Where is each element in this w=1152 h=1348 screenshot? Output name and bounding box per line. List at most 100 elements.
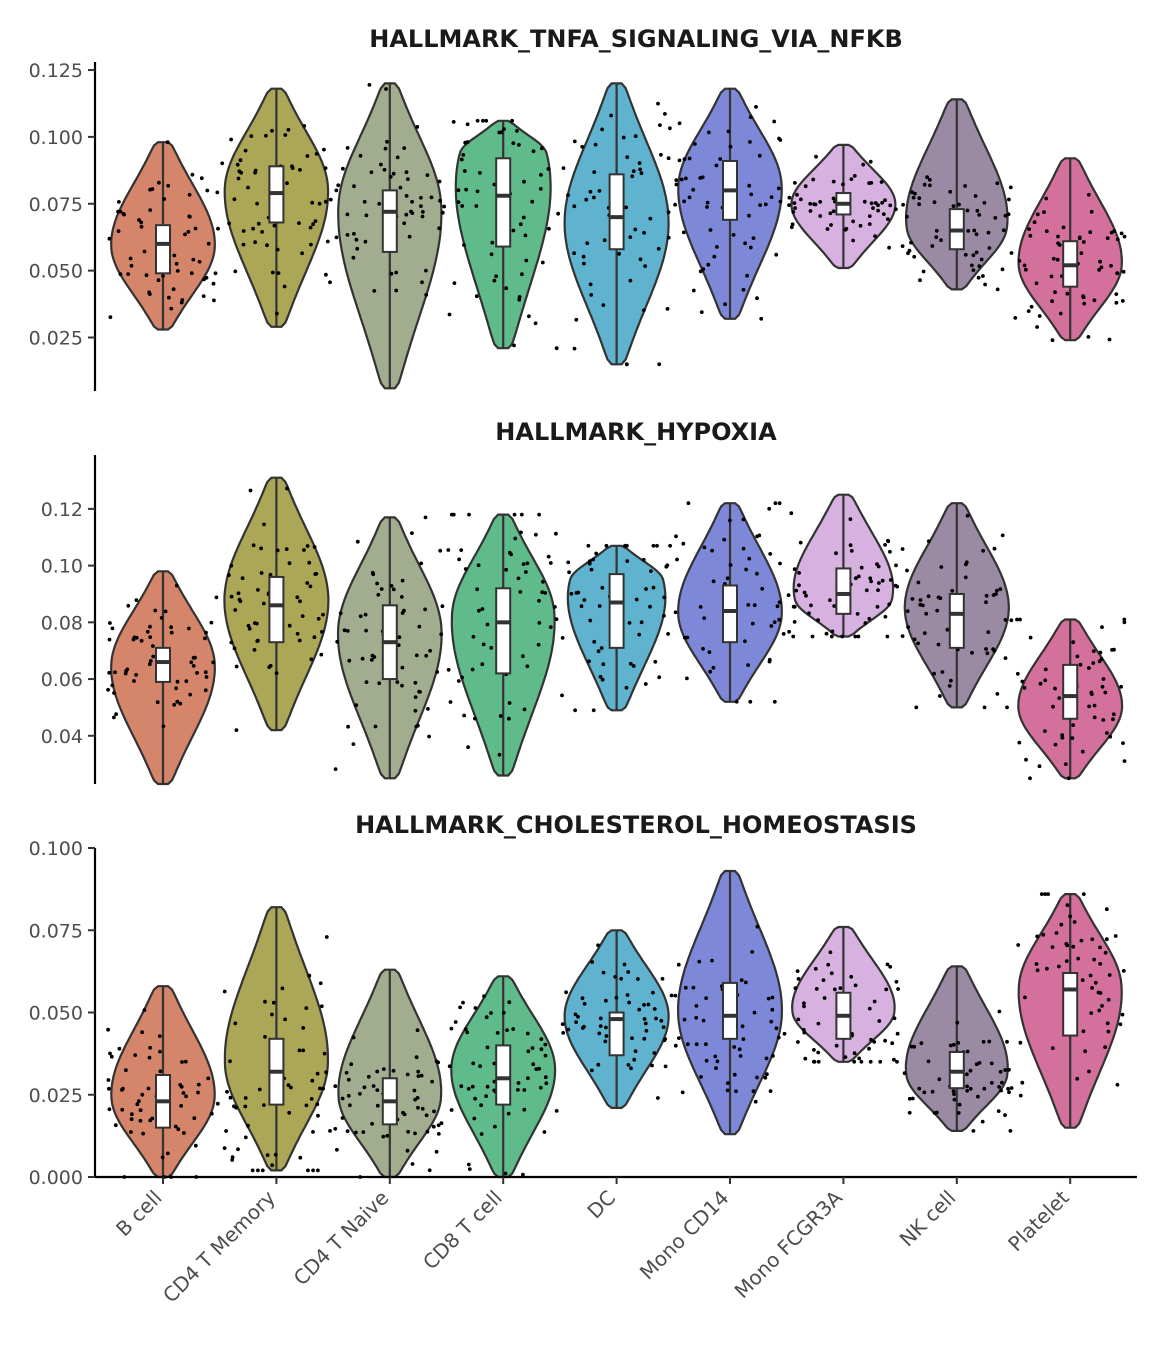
data-point xyxy=(272,223,277,228)
data-point xyxy=(505,1028,509,1032)
box-iqr xyxy=(722,981,738,1040)
data-point xyxy=(980,1119,985,1124)
data-point xyxy=(917,196,922,201)
data-point xyxy=(212,298,216,303)
data-point xyxy=(349,1062,354,1067)
data-point xyxy=(666,235,671,240)
data-point xyxy=(364,680,369,684)
data-point xyxy=(201,294,206,298)
data-point xyxy=(590,1068,594,1073)
data-point xyxy=(485,622,490,627)
data-point xyxy=(372,289,377,293)
data-point xyxy=(588,618,593,623)
data-point xyxy=(642,1036,647,1041)
data-point xyxy=(381,1134,386,1139)
data-point xyxy=(743,241,747,246)
data-point xyxy=(391,171,396,176)
data-point xyxy=(816,1021,821,1026)
data-point xyxy=(792,201,797,206)
data-point xyxy=(524,570,528,574)
data-point xyxy=(302,548,306,552)
data-point xyxy=(1106,997,1111,1002)
data-point xyxy=(816,1059,821,1064)
data-point xyxy=(107,236,112,241)
data-point xyxy=(1105,731,1109,735)
data-point xyxy=(642,230,646,235)
data-point xyxy=(415,1028,420,1033)
data-point xyxy=(591,557,595,562)
data-point xyxy=(965,1049,970,1054)
x-tick-label: CD8 T cell xyxy=(418,1186,507,1275)
violin-mono-cd14 xyxy=(673,869,787,1136)
data-point xyxy=(316,616,321,621)
data-point xyxy=(686,501,691,506)
data-point xyxy=(851,219,855,224)
x-tick-label: NK cell xyxy=(895,1186,961,1252)
data-point xyxy=(438,198,442,203)
data-point xyxy=(916,641,920,646)
box-iqr xyxy=(608,1011,625,1057)
data-point xyxy=(1050,299,1054,304)
violin-b-cell xyxy=(106,570,219,786)
data-point xyxy=(938,694,942,698)
data-point xyxy=(309,657,314,662)
data-point xyxy=(1043,729,1047,733)
data-point xyxy=(673,202,677,207)
data-point xyxy=(1092,715,1097,720)
data-point xyxy=(318,1086,322,1091)
data-point xyxy=(1118,1022,1123,1027)
data-point xyxy=(572,204,577,209)
data-point xyxy=(861,162,866,167)
data-point xyxy=(1053,290,1057,295)
violin-dc xyxy=(560,543,672,713)
data-point xyxy=(313,219,318,224)
data-point xyxy=(566,1027,571,1032)
data-point xyxy=(877,1019,882,1023)
data-point xyxy=(1119,684,1123,689)
data-point xyxy=(328,280,332,285)
data-point xyxy=(1098,991,1103,995)
data-point xyxy=(561,166,566,171)
data-point xyxy=(106,1078,111,1082)
data-point xyxy=(147,1055,152,1060)
data-point xyxy=(457,557,461,562)
data-point xyxy=(1006,1086,1010,1091)
data-point xyxy=(107,637,112,642)
data-point xyxy=(364,628,368,633)
data-point xyxy=(926,594,931,599)
violin-nk-cell xyxy=(900,98,1014,292)
data-point xyxy=(776,1035,781,1040)
data-point xyxy=(935,608,940,613)
data-point xyxy=(112,715,116,720)
data-point xyxy=(516,576,521,581)
data-point xyxy=(822,996,827,1000)
data-point xyxy=(1003,1113,1007,1117)
violin-cd4-t-naive xyxy=(333,968,444,1179)
data-point xyxy=(992,546,997,551)
data-point xyxy=(642,1017,647,1021)
data-point xyxy=(192,1116,197,1121)
data-point xyxy=(206,1076,211,1081)
data-point xyxy=(287,623,292,628)
data-point xyxy=(543,1053,548,1058)
data-point xyxy=(1098,650,1103,655)
data-point xyxy=(440,210,445,215)
data-point xyxy=(309,242,313,247)
data-point xyxy=(598,1024,603,1028)
data-point xyxy=(471,1061,476,1066)
data-point xyxy=(448,700,453,704)
data-point xyxy=(748,115,753,119)
data-point xyxy=(907,1096,912,1101)
data-point xyxy=(825,227,830,231)
data-point xyxy=(1107,973,1112,977)
data-point xyxy=(229,137,234,142)
y-tick-label: 0.100 xyxy=(29,838,83,860)
data-point xyxy=(1050,338,1055,343)
data-point xyxy=(531,149,536,154)
data-point xyxy=(1035,212,1040,217)
data-point xyxy=(306,1168,310,1173)
data-point xyxy=(972,228,977,233)
data-point xyxy=(517,297,522,302)
data-point xyxy=(681,230,686,235)
data-point xyxy=(1122,617,1127,622)
